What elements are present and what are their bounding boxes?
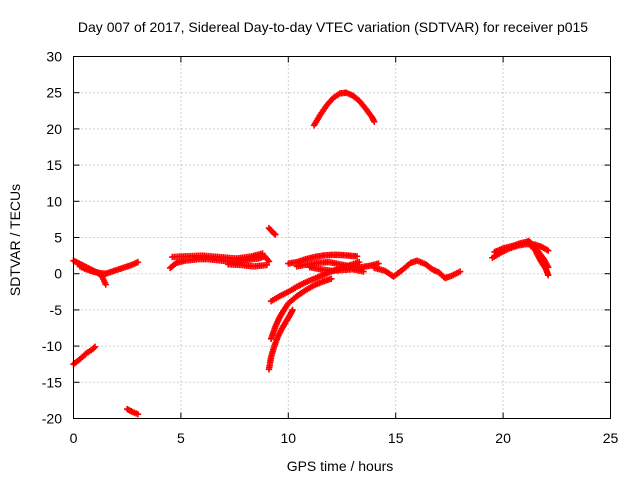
data-point (134, 258, 142, 266)
data-point (355, 258, 363, 266)
data-point (545, 247, 552, 254)
data-point (102, 281, 109, 288)
series-arc-19 (527, 242, 552, 271)
data-points (70, 89, 552, 418)
data-point (353, 253, 361, 260)
data-point (265, 258, 273, 265)
y-tick-label: 5 (54, 230, 62, 246)
x-tick-labels: 0 5 10 15 20 25 (70, 430, 619, 446)
data-point (456, 268, 464, 275)
y-tick-label: 0 (54, 266, 62, 282)
x-tick-label: 10 (281, 430, 297, 446)
data-point (360, 268, 367, 275)
y-axis-label: SDTVAR / TECUs (7, 184, 23, 296)
data-point (259, 250, 266, 257)
data-point (272, 231, 279, 238)
y-tick-label: -10 (42, 338, 62, 354)
x-tick-label: 25 (603, 430, 619, 446)
x-axis-label: GPS time / hours (287, 458, 394, 474)
series-arc-12 (371, 257, 464, 282)
series-arc-2 (76, 258, 142, 277)
series-arc-3 (70, 343, 99, 368)
plot-frame (73, 56, 611, 419)
data-point (289, 306, 296, 314)
y-tick-label: 20 (46, 121, 62, 137)
y-tick-label: 30 (46, 49, 62, 65)
series-arc-7 (224, 261, 271, 270)
data-point (545, 263, 552, 271)
y-tick-label: -20 (42, 411, 62, 427)
data-point (328, 275, 335, 282)
data-point (371, 118, 378, 125)
y-tick-label: -15 (42, 374, 62, 390)
x-tick-label: 0 (70, 430, 78, 446)
chart-title: Day 007 of 2017, Sidereal Day-to-day VTE… (78, 19, 588, 35)
series-arc-9 (285, 251, 361, 267)
series-arc-13 (267, 258, 363, 305)
y-tick-label: 10 (46, 193, 62, 209)
data-point (264, 256, 272, 264)
series-arc-14 (267, 275, 335, 343)
data-point (91, 343, 99, 351)
y-tick-label: 15 (46, 157, 62, 173)
data-point (545, 271, 552, 279)
y-tick-label: 25 (46, 85, 62, 101)
y-tick-label: -5 (50, 302, 63, 318)
series-arc-16 (310, 89, 378, 129)
series-arc-15 (265, 306, 296, 373)
x-tick-label: 15 (388, 430, 404, 446)
data-point (263, 261, 271, 269)
x-tick-label: 5 (177, 430, 185, 446)
x-tick-label: 20 (495, 430, 511, 446)
y-tick-labels: -20 -15 -10 -5 0 5 10 15 20 25 30 (42, 49, 62, 427)
data-point (134, 410, 142, 418)
series-arc-6 (169, 250, 266, 262)
series-arc-8 (265, 224, 279, 238)
data-point (90, 344, 98, 352)
series-arc-4 (124, 405, 142, 418)
data-point (271, 230, 278, 237)
